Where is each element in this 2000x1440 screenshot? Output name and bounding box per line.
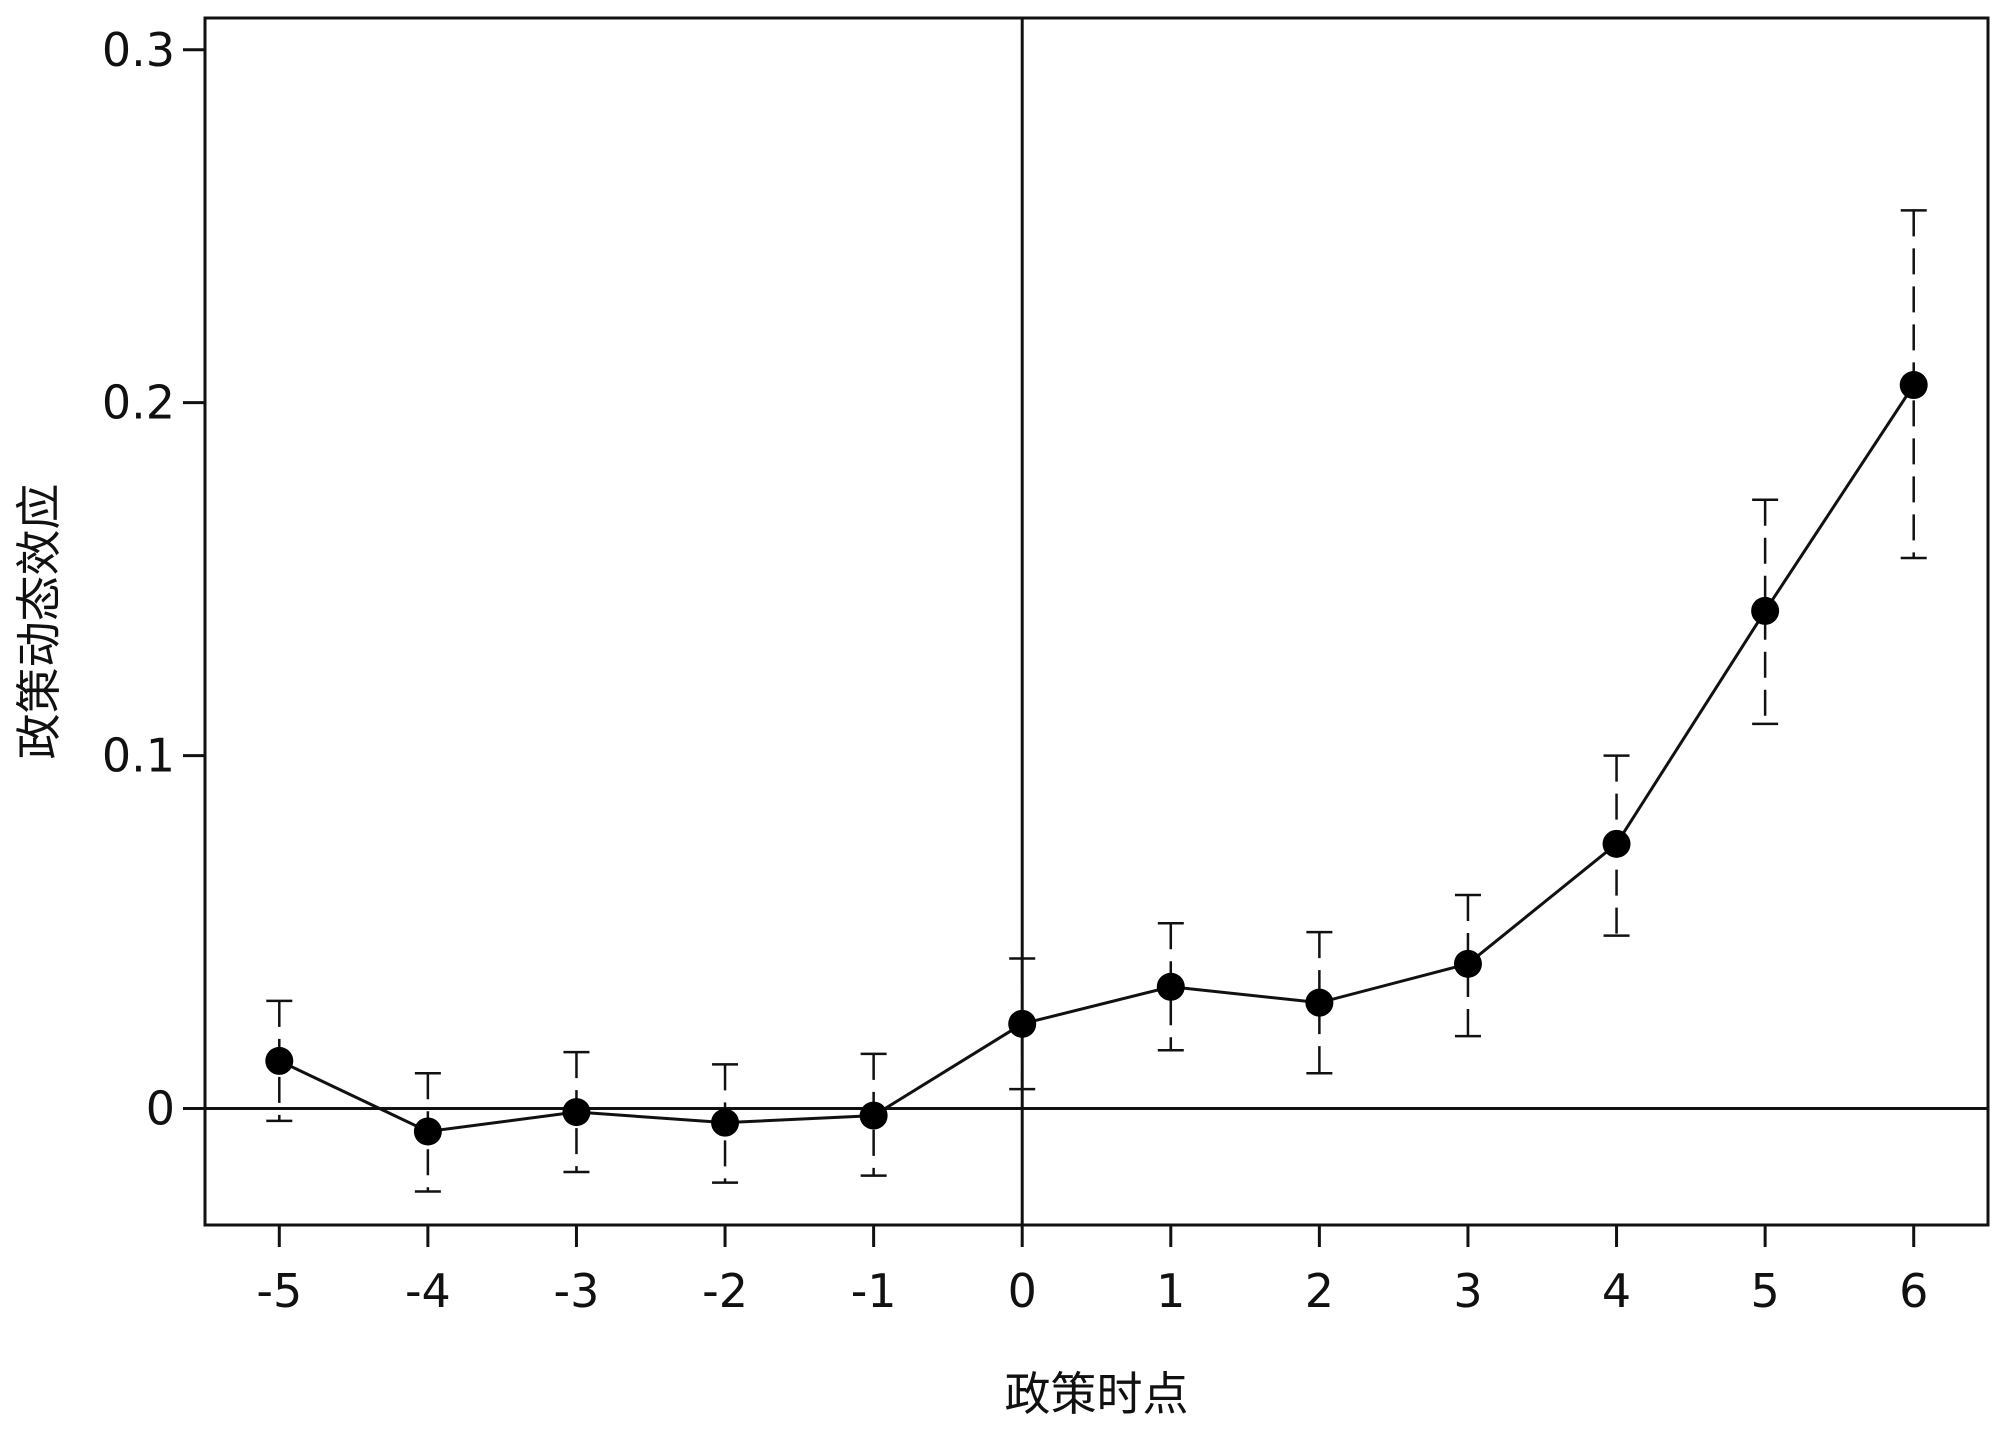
y-axis-title: 政策动态效应 [12, 484, 66, 760]
data-point [1602, 829, 1631, 858]
plot-layer: 0 0.1 0.2 0.3 -5 -4 -3 -2 -1 0 1 2 3 4 5 6 [102, 16, 1990, 1318]
x-tick-label: 4 [1602, 1264, 1631, 1318]
data-point [859, 1101, 888, 1130]
plot-frame [203, 16, 1990, 1227]
x-tick-label: -5 [256, 1264, 302, 1318]
x-tick-label: 2 [1305, 1264, 1334, 1318]
data-point [413, 1117, 442, 1146]
x-tick-label: 0 [1008, 1264, 1037, 1318]
data-point [1453, 949, 1482, 978]
data-point [1751, 596, 1780, 625]
x-tick-label: 6 [1899, 1264, 1928, 1318]
x-tick-label: -4 [405, 1264, 451, 1318]
x-tick-label: 5 [1750, 1264, 1779, 1318]
y-tick-label: 0.3 [102, 23, 175, 77]
y-tick-label: 0.1 [102, 729, 175, 783]
y-tick-label: 0 [146, 1082, 175, 1136]
x-tick-label: 3 [1453, 1264, 1482, 1318]
data-point [1008, 1009, 1037, 1038]
y-tick-label: 0.2 [102, 376, 175, 430]
data-point [562, 1098, 591, 1127]
x-tick-label: -2 [702, 1264, 748, 1318]
data-point [265, 1046, 294, 1075]
data-point [1305, 988, 1334, 1017]
data-point [1899, 371, 1928, 400]
data-point [711, 1108, 740, 1137]
x-tick-label: 1 [1156, 1264, 1185, 1318]
data-point [1156, 972, 1185, 1001]
x-tick-label: -1 [851, 1264, 897, 1318]
x-axis-title: 政策时点 [1005, 1367, 1189, 1421]
series-line [278, 384, 1915, 1134]
x-tick-label: -3 [554, 1264, 600, 1318]
